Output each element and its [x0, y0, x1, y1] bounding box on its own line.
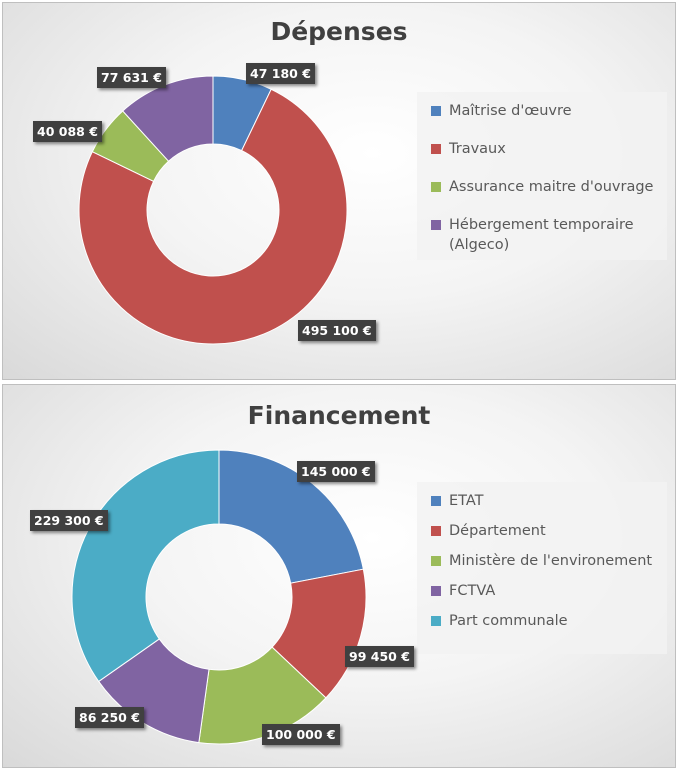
legend-label: Part communale — [449, 613, 568, 629]
legend-label: Travaux — [449, 141, 506, 157]
legend-label: Département — [449, 523, 546, 539]
legend-item-travaux: Travaux — [431, 139, 657, 159]
legend-item-hebergement-temporaire-algeco: Hébergement temporaire (Algeco) — [431, 215, 657, 255]
legend-swatch — [431, 586, 441, 596]
legend-label: Maîtrise d'œuvre — [449, 103, 572, 119]
legend-item-part-communale: Part communale — [431, 611, 657, 631]
legend-label: Hébergement temporaire (Algeco) — [449, 217, 634, 253]
legend-swatch — [431, 220, 441, 230]
data-label-travaux: 495 100 € — [298, 320, 376, 341]
chart-title: Financement — [247, 401, 431, 430]
data-label-maitrise-d-uvre: 47 180 € — [246, 63, 315, 84]
legend-swatch — [431, 556, 441, 566]
legend-item-maitrise-d-uvre: Maîtrise d'œuvre — [431, 101, 657, 121]
donut-slice-etat — [218, 449, 364, 584]
data-label-etat: 145 000 € — [297, 461, 375, 482]
legend-swatch — [431, 616, 441, 626]
legend-label: FCTVA — [449, 583, 496, 599]
legend-label: Ministère de l'environement — [449, 553, 653, 569]
data-label-departement: 99 450 € — [345, 646, 414, 667]
legend-financement: ETAT Département Ministère de l'environeme… — [417, 482, 667, 654]
legend-label: Assurance maitre d'ouvrage — [449, 179, 654, 195]
legend-label: ETAT — [449, 493, 484, 509]
donut-slice-hebergement-temporaire-algeco — [122, 75, 214, 162]
data-label-hebergement-temporaire-algeco: 77 631 € — [97, 67, 166, 88]
legend-swatch — [431, 496, 441, 506]
data-label-fctva: 86 250 € — [75, 707, 144, 728]
legend-item-etat: ETAT — [431, 491, 657, 511]
donut-slice-travaux — [78, 88, 348, 345]
data-label-ministere-de-l-environement: 100 000 € — [262, 724, 340, 745]
legend-swatch — [431, 144, 441, 154]
legend-swatch — [431, 526, 441, 536]
legend-swatch — [431, 182, 441, 192]
legend-swatch — [431, 106, 441, 116]
legend-item-assurance-maitre-d-ouvrage: Assurance maitre d'ouvrage — [431, 177, 657, 197]
donut-slice-part-communale — [71, 449, 220, 683]
legend-item-fctva: FCTVA — [431, 581, 657, 601]
legend-item-departement: Département — [431, 521, 657, 541]
data-label-part-communale: 229 300 € — [30, 510, 108, 531]
legend-item-ministere-de-l-environement: Ministère de l'environement — [431, 551, 657, 571]
data-label-assurance-maitre-d-ouvrage: 40 088 € — [33, 121, 102, 142]
legend-depenses: Maîtrise d'œuvre Travaux Assurance maitre … — [417, 92, 667, 260]
chart-title: Dépenses — [270, 17, 408, 46]
